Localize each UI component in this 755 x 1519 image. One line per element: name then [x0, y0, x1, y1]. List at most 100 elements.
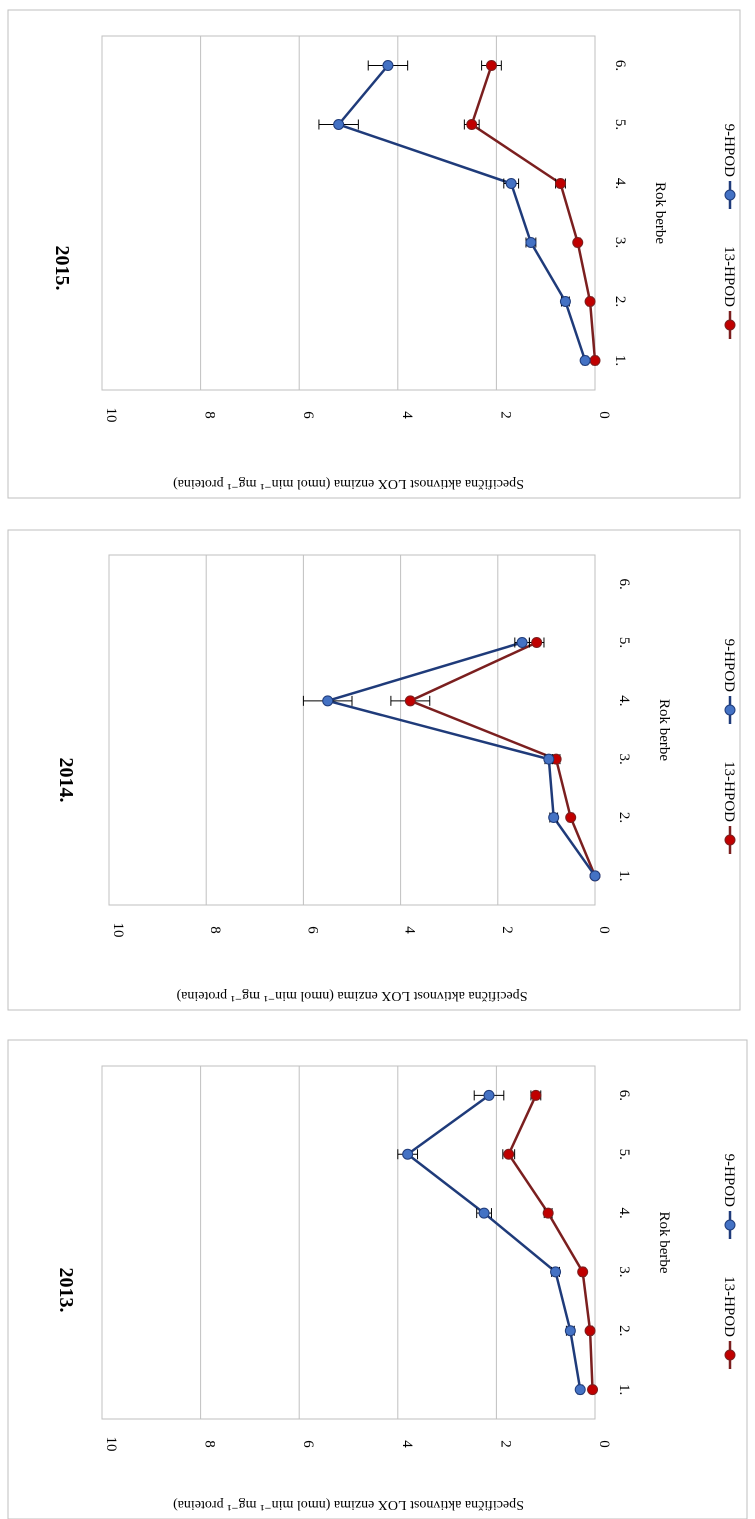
value-tick-label: 0 — [596, 411, 612, 419]
data-point-13-HPOD — [530, 1089, 542, 1101]
value-tick-label: 8 — [207, 926, 223, 934]
category-tick-label: 6. — [616, 1090, 632, 1101]
value-tick-label: 8 — [202, 411, 218, 419]
data-point-13-HPOD — [565, 812, 577, 823]
data-point-9-HPOD — [516, 637, 528, 648]
category-tick-label: 1. — [616, 870, 632, 881]
legend-label: 9-HPOD — [721, 639, 737, 693]
legend-marker — [724, 319, 736, 331]
data-point-13-HPOD — [404, 695, 416, 707]
plot-area — [101, 35, 596, 391]
category-tick-label: 6. — [616, 579, 632, 590]
data-point-9-HPOD — [478, 1207, 490, 1219]
data-point-9-HPOD — [543, 753, 555, 765]
category-tick-label: 3. — [616, 1266, 632, 1277]
legend-marker — [724, 834, 736, 846]
category-tick-label: 2. — [616, 1325, 632, 1336]
plot-area — [108, 554, 596, 906]
chart-title: 2014. — [55, 758, 77, 803]
category-tick-label: 2. — [616, 812, 632, 823]
data-point-13-HPOD — [485, 60, 497, 71]
value-tick-label: 0 — [596, 926, 612, 934]
chart-panel-2014: 0 2 4 6 8 10 1. 2. 3. 4. 5. 6. Rok berbe Specifična a… — [7, 529, 741, 1011]
data-point-13-HPOD — [589, 355, 601, 366]
panel-border — [7, 1039, 748, 1519]
value-tick-label: 4 — [399, 1440, 415, 1448]
legend-label: 13-HPOD — [721, 1276, 737, 1337]
value-axis-title: Specifična aktivnost LOX enzima (nmol mi… — [173, 476, 524, 491]
legend-marker — [724, 704, 736, 716]
data-point-13-HPOD — [466, 119, 478, 130]
legend-label: 13-HPOD — [721, 246, 737, 307]
data-point-9-HPOD — [579, 355, 591, 366]
category-axis-title: Rok berbe — [656, 699, 672, 761]
legend-label: 9-HPOD — [721, 1154, 737, 1208]
category-tick-label: 1. — [612, 355, 628, 366]
category-axis-title: Rok berbe — [652, 182, 668, 244]
data-point-13-HPOD — [503, 1148, 515, 1160]
data-point-9-HPOD — [382, 60, 394, 71]
data-point-13-HPOD — [587, 1384, 599, 1396]
category-tick-label: 5. — [612, 119, 628, 130]
data-point-13-HPOD — [554, 178, 566, 189]
value-tick-label: 2 — [499, 926, 515, 934]
category-tick-label: 4. — [616, 695, 632, 706]
value-axis-title: Specifična aktivnost LOX enzima (nmol mi… — [176, 988, 527, 1003]
data-point-9-HPOD — [322, 695, 334, 707]
legend-marker — [724, 189, 736, 201]
value-tick-label: 2 — [497, 411, 513, 419]
data-point-9-HPOD — [559, 296, 571, 307]
category-tick-label: 4. — [612, 178, 628, 189]
data-point-9-HPOD — [525, 237, 537, 248]
legend-marker — [724, 1219, 736, 1231]
legend-label: 13-HPOD — [721, 761, 737, 822]
value-tick-label: 10 — [110, 923, 126, 938]
value-tick-label: 10 — [103, 1437, 119, 1452]
category-axis-title: Rok berbe — [656, 1211, 672, 1273]
data-point-13-HPOD — [577, 1266, 589, 1278]
value-tick-label: 6 — [300, 1440, 316, 1448]
data-point-9-HPOD — [505, 178, 517, 189]
series-line-13-HPOD — [470, 65, 597, 361]
category-tick-label: 2. — [612, 296, 628, 307]
chart-panel-2015: 0 2 4 6 8 10 1. 2. 3. 4. 5. 6. Rok berbe Specifična a… — [7, 9, 741, 499]
value-axis-title: Specifična aktivnost LOX enzima (nmol mi… — [173, 1497, 524, 1512]
value-tick-label: 8 — [202, 1440, 218, 1448]
chart-panel-2013: 0 2 4 6 8 10 1. 2. 3. 4. 5. 6. Rok berbe Specifična a… — [7, 1039, 748, 1519]
plot-area — [101, 1065, 596, 1420]
data-point-9-HPOD — [333, 119, 345, 130]
category-tick-label: 6. — [612, 60, 628, 71]
data-point-9-HPOD — [550, 1266, 562, 1278]
value-tick-label: 6 — [304, 926, 320, 934]
data-point-9-HPOD — [574, 1384, 586, 1396]
data-point-9-HPOD — [483, 1089, 495, 1101]
category-tick-label: 5. — [616, 637, 632, 648]
panel-border — [7, 529, 741, 1011]
data-point-9-HPOD — [548, 812, 560, 823]
data-point-9-HPOD — [402, 1148, 414, 1160]
value-tick-label: 0 — [596, 1440, 612, 1448]
data-point-13-HPOD — [572, 237, 584, 248]
value-tick-label: 6 — [300, 411, 316, 419]
series-line-9-HPOD — [405, 1094, 582, 1390]
category-tick-label: 5. — [616, 1149, 632, 1160]
category-tick-label: 1. — [616, 1384, 632, 1395]
data-point-13-HPOD — [584, 296, 596, 307]
legend-marker — [724, 1349, 736, 1361]
data-point-13-HPOD — [531, 637, 543, 648]
legend-label: 9-HPOD — [721, 124, 737, 178]
data-point-9-HPOD — [589, 870, 601, 882]
panel-border — [7, 9, 741, 499]
series-line-9-HPOD — [336, 64, 587, 361]
category-tick-label: 3. — [612, 237, 628, 248]
data-point-13-HPOD — [542, 1207, 554, 1219]
chart-title: 2015. — [51, 246, 73, 291]
value-tick-label: 4 — [402, 926, 418, 934]
data-point-9-HPOD — [564, 1325, 576, 1337]
value-tick-label: 2 — [497, 1440, 513, 1448]
value-tick-label: 4 — [399, 411, 415, 419]
chart-title: 2013. — [55, 1268, 77, 1313]
series-line-13-HPOD — [507, 1094, 594, 1390]
data-point-13-HPOD — [584, 1325, 596, 1337]
